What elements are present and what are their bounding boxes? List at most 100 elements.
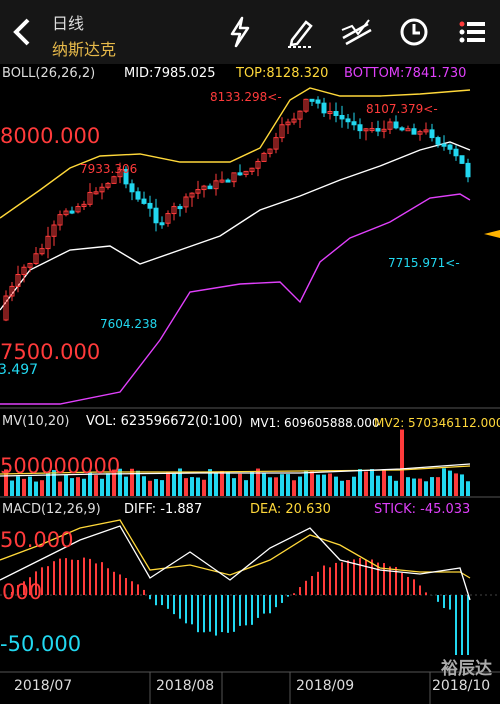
candle-body [207,185,213,190]
candle-body [117,168,123,178]
volume-bar [94,475,98,496]
candle-body [267,148,273,154]
candle-body [399,127,405,131]
macd-dea-line [0,519,471,579]
candle-body [315,99,321,104]
volume-bar [16,476,20,496]
boll-mid: MID:7985.025 [124,66,216,81]
volume-bar [130,468,134,496]
volume-bar [340,480,344,496]
current-price-marker [484,230,500,238]
volume-bar [262,473,266,496]
candle-body [219,179,225,183]
candle-body [99,186,105,193]
volume-bar [22,478,26,496]
volume-bar [406,477,410,496]
candle-body [21,266,27,276]
volume-bar [244,480,248,496]
candle-body [189,192,195,198]
candle-body [453,148,459,157]
lightning-icon[interactable] [222,14,258,50]
candle-body [75,206,81,213]
volume-bar [118,468,122,496]
macd-stick: STICK: -45.033 [374,502,471,517]
volume-bar [136,470,140,496]
candle-body [69,210,75,214]
volume-bar [124,476,128,496]
candle-body [243,170,249,175]
candle-body [249,167,255,172]
trend-lines-icon[interactable] [338,14,374,50]
volume-mv2-line [0,465,471,475]
volume-bar [172,473,176,496]
volume-bar [88,471,92,496]
macd-axis-mid: 0.000 [0,580,43,604]
volume-bar [52,470,56,496]
volume-bar [214,473,218,496]
candle-body [297,110,303,120]
draw-pen-icon[interactable] [282,14,318,50]
candle-body [9,285,15,297]
volume-bar [280,474,284,496]
candle-body [123,168,129,185]
candle-body [357,124,363,132]
boll-label: BOLL(26,26,2) [2,66,96,81]
volume-bar [424,481,428,496]
volume-bar [466,481,470,496]
candle-body [423,129,429,133]
candle-body [459,155,465,164]
volume-bar [226,472,230,496]
candle-body [363,128,369,132]
candle-body [393,121,399,129]
volume-bar [382,469,386,496]
boll-mid-line [0,141,471,311]
candle-body [435,137,441,145]
candle-body [225,179,231,183]
volume-bar [418,478,422,496]
candle-body [171,206,177,215]
volume-bar [412,478,416,496]
candle-body [63,210,69,216]
volume-bar [112,469,116,496]
period-label[interactable]: 日线 [52,14,85,33]
candle-body [279,124,285,139]
candle-body [231,172,237,183]
candle-body [429,129,435,139]
volume-bar [208,469,212,496]
volume-bar [370,469,374,496]
volume-bar [346,480,350,496]
candle-body [129,183,135,193]
back-arrow-icon[interactable] [6,14,42,50]
volume-bar [358,469,362,496]
candle-body [405,128,411,132]
clock-icon[interactable] [396,14,432,50]
candle-body [141,198,147,204]
volume-bar [256,468,260,496]
mv-mv2: MV2: 570346112.000 [374,416,500,430]
list-menu-icon[interactable] [454,14,490,50]
candle-body [345,118,351,123]
volume-bar [448,470,452,496]
volume-bar [310,471,314,496]
volume-mv1-line [0,463,471,477]
macd-label: MACD(12,26,9) [2,502,101,517]
volume-bar [82,478,86,496]
volume-bar [334,476,338,496]
candle-body [135,191,141,200]
candle-body [309,98,315,102]
candle-body [111,176,117,184]
macd-axis-top: 50.000 [0,528,74,552]
candle-body [3,295,9,321]
volume-bar [34,481,38,496]
candle-body [465,162,471,178]
volume-bar [58,481,62,496]
volume-bar [178,468,182,496]
volume-bar [352,476,356,496]
volume-bar [154,479,158,496]
candle-body [321,102,327,114]
boll-bottom: BOTTOM:7841.730 [344,66,467,81]
x-label-2: 2018/09 [296,678,355,694]
volume-bar [202,479,206,496]
candle-body [447,144,453,150]
